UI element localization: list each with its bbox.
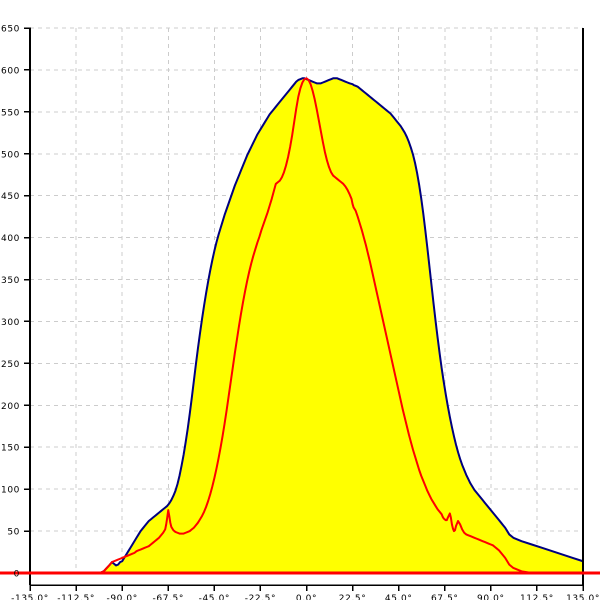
y-tick-label: 0 [14, 570, 20, 580]
y-tick-label: 500 [1, 150, 20, 160]
x-tick-label: 135.0° [566, 594, 600, 600]
x-tick-label: 112.5° [520, 594, 554, 600]
x-tick-label: -112.5° [57, 594, 95, 600]
y-tick-label: 550 [1, 108, 20, 118]
series-area-fill [30, 78, 583, 573]
y-tick-label: 400 [1, 234, 20, 244]
y-axis-tick-labels: 0 50 100 150 200 250 300 350 400 450 500 550 600 650 [1, 25, 20, 580]
x-tick-label: 45.0° [385, 594, 413, 600]
y-tick-label: 350 [1, 276, 20, 286]
y-tick-label: 150 [1, 444, 20, 454]
x-tick-label: -135.0° [11, 594, 49, 600]
x-tick-label: -22.5° [245, 594, 276, 600]
y-tick-label: 100 [1, 486, 20, 496]
x-tick-label: 22.5° [339, 594, 367, 600]
y-tick-label: 600 [1, 66, 20, 76]
y-tick-label: 50 [7, 528, 20, 538]
x-axis-tick-labels: -135.0° -112.5° -90.0° -67.5° -45.0° -22.5° 0.… [11, 594, 600, 600]
x-tick-label: -67.5° [153, 594, 184, 600]
y-tick-label: 650 [1, 25, 20, 35]
x-tick-label: 67.5° [431, 594, 459, 600]
x-tick-label: -90.0° [106, 594, 137, 600]
x-tick-label: 0.0° [296, 594, 317, 600]
x-axis-ticks [29, 585, 584, 591]
y-tick-label: 200 [1, 402, 20, 412]
y-tick-label: 250 [1, 360, 20, 370]
y-tick-label: 300 [1, 318, 20, 328]
series-lines [29, 77, 584, 574]
x-tick-label: 90.0° [477, 594, 505, 600]
x-tick-label: -45.0° [199, 594, 230, 600]
y-tick-label: 450 [1, 192, 20, 202]
